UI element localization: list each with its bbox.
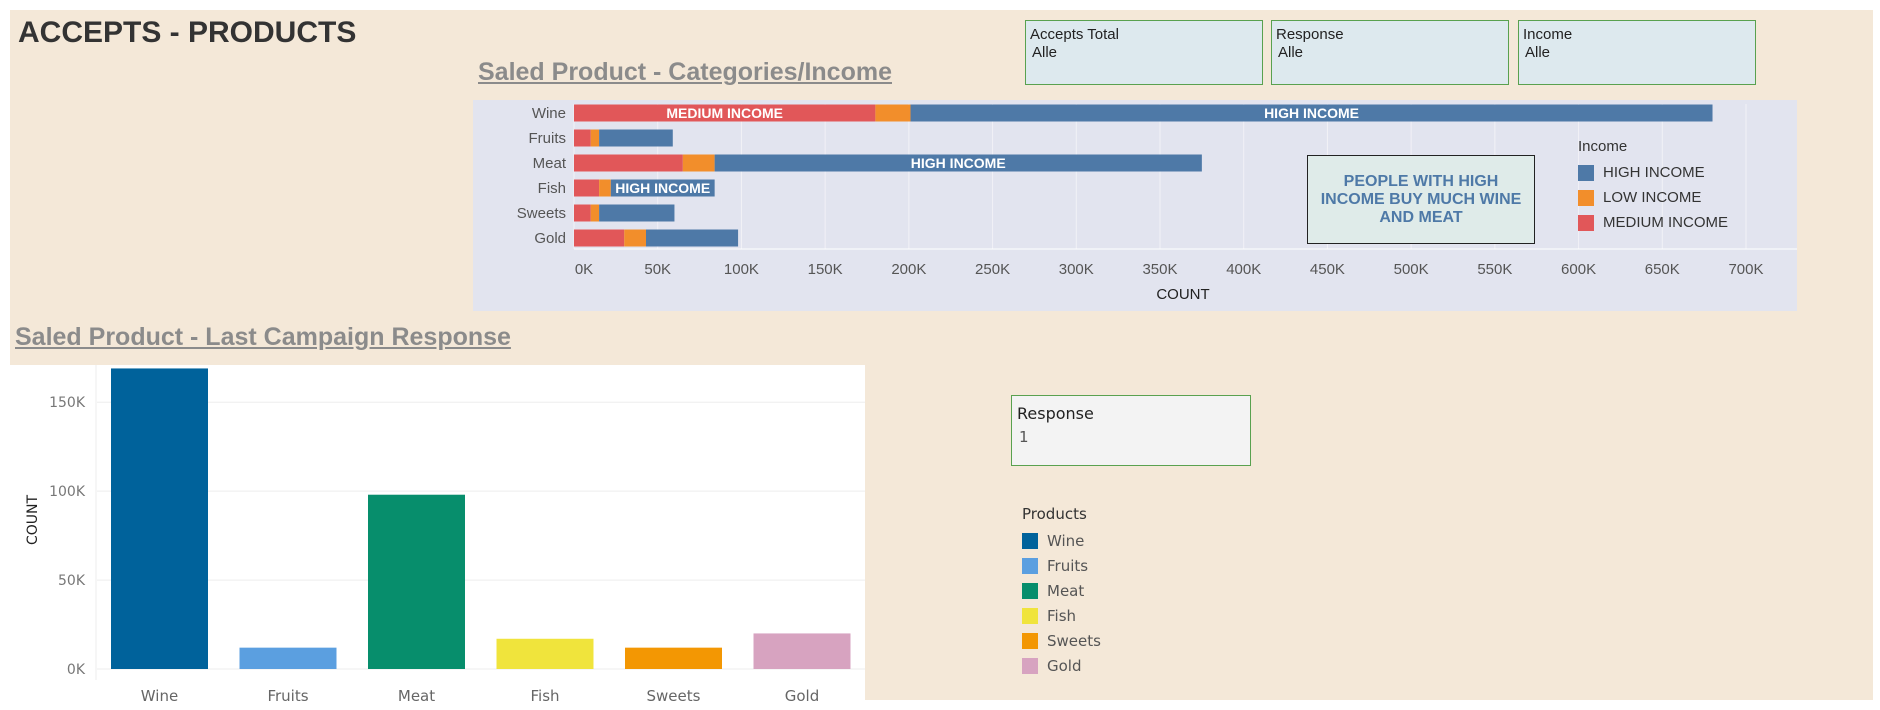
categories-income-chart-panel [473, 100, 1797, 311]
legend-label: Wine [1047, 531, 1085, 550]
legend-swatch [1578, 164, 1594, 181]
filter-label: Accepts Total [1030, 26, 1119, 43]
categories-income-chart-title: Saled Product - Categories/Income [478, 58, 892, 86]
legend-label: HIGH INCOME [1603, 164, 1705, 181]
income-legend-title: Income [1578, 138, 1628, 155]
filter-label: Response [1276, 26, 1344, 43]
income-legend: Income HIGH INCOME LOW INCOME MEDIUM INC… [1578, 138, 1728, 235]
products-legend-title: Products [1022, 505, 1087, 523]
filter-value: Alle [1032, 44, 1058, 61]
response-value-filter[interactable]: Response 1 [1011, 395, 1251, 466]
campaign-response-chart-title: Saled Product - Last Campaign Response [15, 323, 511, 351]
filter-value: Alle [1278, 44, 1304, 61]
legend-swatch [1022, 657, 1038, 674]
legend-swatch [1022, 532, 1038, 549]
insight-annotation: PEOPLE WITH HIGH INCOME BUY MUCH WINE AN… [1307, 155, 1535, 244]
filter-value: Alle [1525, 44, 1551, 61]
legend-label: MEDIUM INCOME [1603, 214, 1728, 231]
response-filter[interactable]: Response Alle [1271, 20, 1509, 85]
legend-label: LOW INCOME [1603, 189, 1702, 206]
filter-label: Response [1017, 404, 1094, 423]
products-legend: Products Wine Fruits Meat Fish Sweets Go… [1022, 505, 1101, 678]
legend-label: Sweets [1047, 631, 1101, 650]
income-legend-item-medium[interactable]: MEDIUM INCOME [1578, 210, 1728, 235]
products-legend-item-gold[interactable]: Gold [1022, 653, 1101, 678]
accepts-total-filter[interactable]: Accepts Total Alle [1025, 20, 1263, 85]
products-legend-item-wine[interactable]: Wine [1022, 528, 1101, 553]
products-legend-item-meat[interactable]: Meat [1022, 578, 1101, 603]
legend-swatch [1022, 607, 1038, 624]
legend-label: Fish [1047, 606, 1077, 625]
legend-swatch [1578, 189, 1594, 206]
insight-text: PEOPLE WITH HIGH INCOME BUY MUCH WINE AN… [1320, 172, 1522, 226]
filter-value: 1 [1019, 428, 1029, 446]
products-legend-item-fruits[interactable]: Fruits [1022, 553, 1101, 578]
income-legend-item-high[interactable]: HIGH INCOME [1578, 160, 1728, 185]
legend-swatch [1578, 214, 1594, 231]
legend-label: Gold [1047, 656, 1082, 675]
legend-swatch [1022, 632, 1038, 649]
legend-swatch [1022, 582, 1038, 599]
campaign-response-chart-panel [10, 365, 865, 703]
dashboard-title: ACCEPTS - PRODUCTS [18, 16, 357, 49]
income-filter[interactable]: Income Alle [1518, 20, 1756, 85]
products-legend-item-sweets[interactable]: Sweets [1022, 628, 1101, 653]
legend-swatch [1022, 557, 1038, 574]
filter-label: Income [1523, 26, 1573, 43]
legend-label: Meat [1047, 581, 1085, 600]
legend-label: Fruits [1047, 556, 1089, 575]
products-legend-item-fish[interactable]: Fish [1022, 603, 1101, 628]
income-legend-item-low[interactable]: LOW INCOME [1578, 185, 1728, 210]
